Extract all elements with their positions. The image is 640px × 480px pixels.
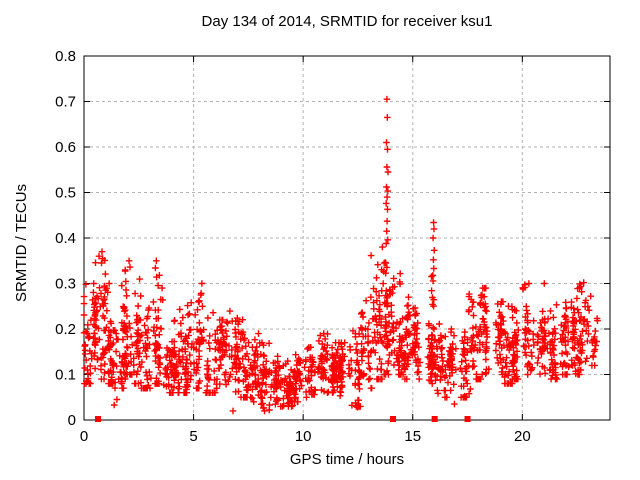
axis-square-marker [95,416,102,422]
y-tick-label: 0.8 [55,48,76,65]
axis-square-marker [431,416,438,422]
axis-square-marker [390,416,397,422]
grid-lines [84,56,610,420]
x-tick-label: 15 [404,428,421,445]
x-tick-label: 5 [189,428,197,445]
plot-border [83,55,611,421]
chart-title: Day 134 of 2014, SRMTID for receiver ksu… [201,13,493,30]
y-tick-label: 0.5 [55,185,76,202]
y-tick-label: 0.1 [55,367,76,384]
x-axis-label: GPS time / hours [289,451,405,468]
y-tick-label: 0.4 [55,230,76,247]
y-tick-label: 0.7 [55,94,76,111]
scatter-points [80,95,601,415]
x-tick-label: 20 [514,428,531,445]
axis-square-marker [464,416,471,422]
x-tick-label: 10 [295,428,312,445]
y-tick-label: 0 [68,412,76,429]
y-tick-label: 0.6 [55,139,76,156]
y-tick-label: 0.2 [55,321,76,338]
x-tick-label: 0 [80,428,88,445]
y-tick-label: 0.3 [55,276,76,293]
